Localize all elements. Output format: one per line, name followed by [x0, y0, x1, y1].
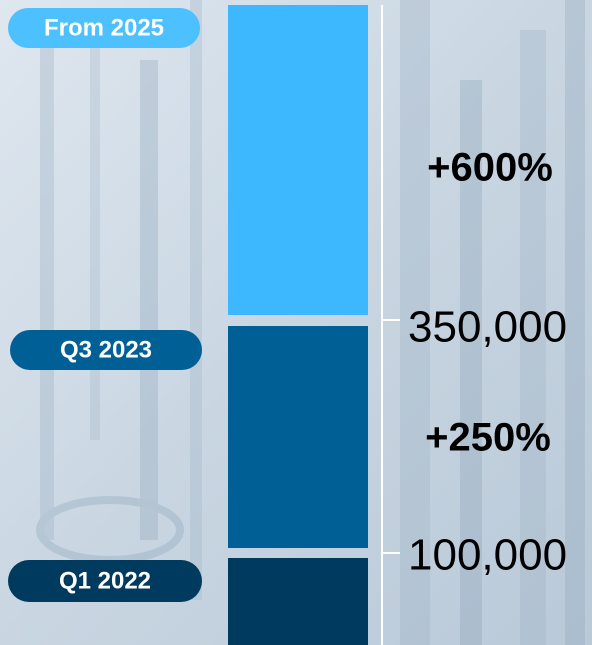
segment	[228, 558, 368, 645]
growth-label: +600%	[427, 146, 553, 190]
growth-label: +250%	[425, 416, 551, 460]
background-texture	[36, 0, 585, 645]
stage-pill	[8, 8, 200, 48]
stage-pill	[10, 330, 202, 370]
stage-label: Q3 2023	[60, 336, 152, 363]
stage-label: Q1 2022	[59, 567, 151, 594]
tick-label: 100,000	[408, 531, 567, 580]
stage-pill	[8, 560, 202, 602]
segment	[228, 326, 368, 548]
segment	[228, 5, 368, 315]
tick-label: 350,000	[408, 303, 567, 352]
stage-label: From 2025	[44, 14, 164, 41]
